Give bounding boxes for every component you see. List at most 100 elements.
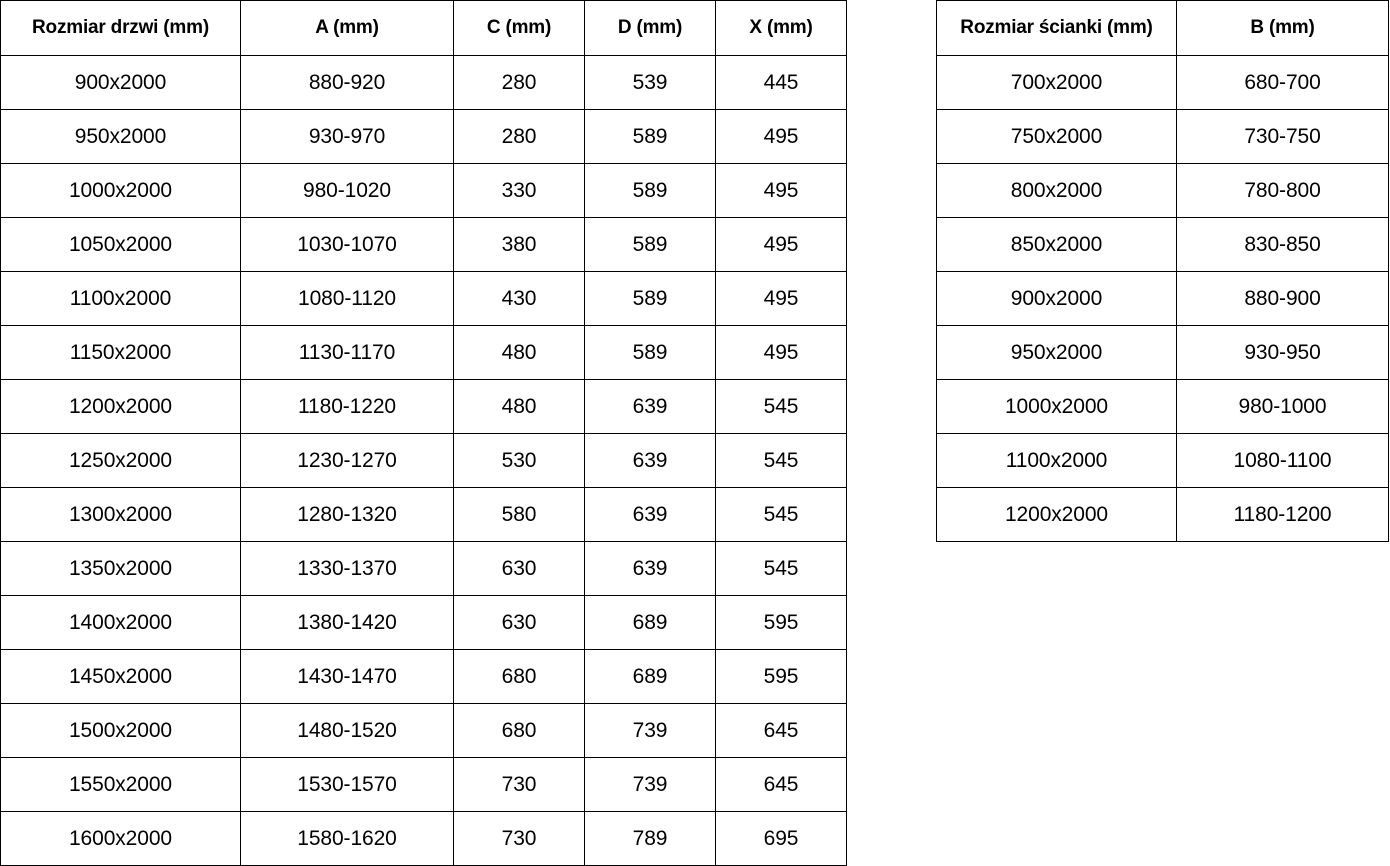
doors-cell: 545 xyxy=(715,433,847,488)
wall-cell: 830-850 xyxy=(1176,217,1389,272)
doors-cell: 545 xyxy=(715,541,847,596)
doors-cell: 680 xyxy=(453,649,585,704)
wall-cell: 900x2000 xyxy=(936,271,1177,326)
doors-cell: 589 xyxy=(584,109,716,164)
doors-cell: 689 xyxy=(584,595,716,650)
doors-col-header-c: C (mm) xyxy=(453,0,585,56)
doors-cell: 1350x2000 xyxy=(0,541,241,596)
doors-cell: 280 xyxy=(453,109,585,164)
doors-cell: 589 xyxy=(584,163,716,218)
table-row: 1150x2000 1130-1170 480 589 495 xyxy=(0,325,847,380)
doors-cell: 589 xyxy=(584,271,716,326)
table-row: 1550x2000 1530-1570 730 739 645 xyxy=(0,757,847,812)
doors-cell: 380 xyxy=(453,217,585,272)
doors-cell: 1550x2000 xyxy=(0,757,241,812)
doors-cell: 1400x2000 xyxy=(0,595,241,650)
doors-cell: 630 xyxy=(453,595,585,650)
doors-cell: 589 xyxy=(584,217,716,272)
table-row: 1250x2000 1230-1270 530 639 545 xyxy=(0,433,847,488)
wall-cell: 750x2000 xyxy=(936,109,1177,164)
wall-cell: 1180-1200 xyxy=(1176,487,1389,542)
wall-cell: 1200x2000 xyxy=(936,487,1177,542)
wall-panel-size-specification-table: Rozmiar ścianki (mm) B (mm) 700x2000 680-… xyxy=(936,0,1389,542)
doors-cell: 680 xyxy=(453,703,585,758)
wall-cell: 700x2000 xyxy=(936,55,1177,110)
wall-cell: 800x2000 xyxy=(936,163,1177,218)
doors-cell: 580 xyxy=(453,487,585,542)
doors-cell: 1330-1370 xyxy=(240,541,454,596)
wall-table-head: Rozmiar ścianki (mm) B (mm) xyxy=(936,0,1389,56)
doors-cell: 445 xyxy=(715,55,847,110)
table-row: 1100x2000 1080-1120 430 589 495 xyxy=(0,271,847,326)
wall-col-header-b: B (mm) xyxy=(1176,0,1389,56)
door-size-specification-table: Rozmiar drzwi (mm) A (mm) C (mm) D (mm) … xyxy=(0,0,847,866)
wall-cell: 780-800 xyxy=(1176,163,1389,218)
wall-cell: 950x2000 xyxy=(936,325,1177,380)
doors-cell: 1030-1070 xyxy=(240,217,454,272)
wall-cell: 930-950 xyxy=(1176,325,1389,380)
doors-cell: 1080-1120 xyxy=(240,271,454,326)
doors-cell: 595 xyxy=(715,595,847,650)
doors-cell: 739 xyxy=(584,757,716,812)
doors-cell: 539 xyxy=(584,55,716,110)
doors-cell: 630 xyxy=(453,541,585,596)
doors-cell: 1230-1270 xyxy=(240,433,454,488)
doors-table-head: Rozmiar drzwi (mm) A (mm) C (mm) D (mm) … xyxy=(0,0,847,56)
doors-cell: 645 xyxy=(715,703,847,758)
table-row: 1000x2000 980-1020 330 589 495 xyxy=(0,163,847,218)
doors-cell: 1150x2000 xyxy=(0,325,241,380)
table-row: 850x2000 830-850 xyxy=(936,217,1389,272)
doors-cell: 900x2000 xyxy=(0,55,241,110)
table-row: 1200x2000 1180-1220 480 639 545 xyxy=(0,379,847,434)
table-row: 1600x2000 1580-1620 730 789 695 xyxy=(0,811,847,866)
doors-cell: 1500x2000 xyxy=(0,703,241,758)
doors-cell: 1450x2000 xyxy=(0,649,241,704)
wall-cell: 880-900 xyxy=(1176,271,1389,326)
table-row: 1200x2000 1180-1200 xyxy=(936,487,1389,542)
doors-cell: 1200x2000 xyxy=(0,379,241,434)
doors-cell: 980-1020 xyxy=(240,163,454,218)
table-row: 800x2000 780-800 xyxy=(936,163,1389,218)
table-row: 900x2000 880-920 280 539 445 xyxy=(0,55,847,110)
table-row: 750x2000 730-750 xyxy=(936,109,1389,164)
doors-cell: 1250x2000 xyxy=(0,433,241,488)
table-row: 1100x2000 1080-1100 xyxy=(936,433,1389,488)
wall-col-header-size: Rozmiar ścianki (mm) xyxy=(936,0,1177,56)
doors-header-row: Rozmiar drzwi (mm) A (mm) C (mm) D (mm) … xyxy=(0,0,847,56)
wall-header-row: Rozmiar ścianki (mm) B (mm) xyxy=(936,0,1389,56)
table-row: 950x2000 930-950 xyxy=(936,325,1389,380)
table-row: 1050x2000 1030-1070 380 589 495 xyxy=(0,217,847,272)
doors-cell: 545 xyxy=(715,487,847,542)
doors-cell: 639 xyxy=(584,541,716,596)
doors-cell: 495 xyxy=(715,217,847,272)
doors-cell: 1130-1170 xyxy=(240,325,454,380)
table-row: 950x2000 930-970 280 589 495 xyxy=(0,109,847,164)
doors-cell: 589 xyxy=(584,325,716,380)
doors-cell: 739 xyxy=(584,703,716,758)
doors-cell: 495 xyxy=(715,163,847,218)
doors-cell: 1530-1570 xyxy=(240,757,454,812)
table-row: 1000x2000 980-1000 xyxy=(936,379,1389,434)
doors-cell: 495 xyxy=(715,109,847,164)
table-row: 700x2000 680-700 xyxy=(936,55,1389,110)
doors-cell: 530 xyxy=(453,433,585,488)
doors-cell: 430 xyxy=(453,271,585,326)
table-row: 1350x2000 1330-1370 630 639 545 xyxy=(0,541,847,596)
wall-table-body: 700x2000 680-700 750x2000 730-750 800x2000 78… xyxy=(936,55,1389,542)
doors-col-header-a: A (mm) xyxy=(240,0,454,56)
doors-cell: 1180-1220 xyxy=(240,379,454,434)
doors-cell: 645 xyxy=(715,757,847,812)
doors-cell: 1430-1470 xyxy=(240,649,454,704)
doors-cell: 695 xyxy=(715,811,847,866)
doors-cell: 495 xyxy=(715,325,847,380)
wall-cell: 1080-1100 xyxy=(1176,433,1389,488)
wall-cell: 980-1000 xyxy=(1176,379,1389,434)
doors-cell: 880-920 xyxy=(240,55,454,110)
table-row: 1450x2000 1430-1470 680 689 595 xyxy=(0,649,847,704)
doors-cell: 1600x2000 xyxy=(0,811,241,866)
wall-cell: 1000x2000 xyxy=(936,379,1177,434)
doors-cell: 950x2000 xyxy=(0,109,241,164)
doors-cell: 639 xyxy=(584,379,716,434)
doors-cell: 1300x2000 xyxy=(0,487,241,542)
doors-cell: 930-970 xyxy=(240,109,454,164)
